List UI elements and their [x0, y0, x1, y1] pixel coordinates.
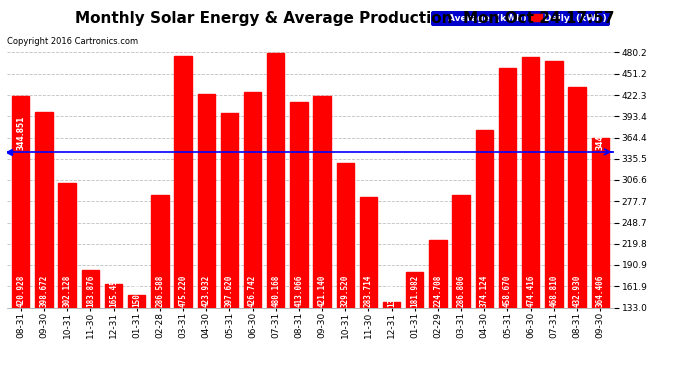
- Text: 413.066: 413.066: [295, 274, 304, 307]
- Bar: [35, 112, 52, 308]
- Text: 426.742: 426.742: [248, 274, 257, 307]
- Text: 475.220: 475.220: [179, 274, 188, 307]
- Bar: [569, 87, 586, 308]
- Text: 183.876: 183.876: [86, 274, 95, 307]
- Text: 458.670: 458.670: [503, 274, 512, 307]
- Text: 480.168: 480.168: [271, 274, 280, 307]
- Text: 139.816: 139.816: [387, 274, 396, 307]
- Bar: [290, 102, 308, 308]
- Bar: [475, 130, 493, 308]
- Text: 165.452: 165.452: [109, 274, 118, 307]
- Text: 421.140: 421.140: [317, 274, 326, 307]
- Text: 344.851: 344.851: [17, 116, 26, 150]
- Text: 150.692: 150.692: [132, 274, 141, 307]
- Bar: [499, 68, 516, 308]
- Legend: Average  (kWh), Daily  (kWh): Average (kWh), Daily (kWh): [431, 11, 609, 26]
- Text: Monthly Solar Energy & Average Production  Mon Oct 24 17:57: Monthly Solar Energy & Average Productio…: [75, 11, 615, 26]
- Text: 283.714: 283.714: [364, 274, 373, 307]
- Text: 432.930: 432.930: [573, 274, 582, 307]
- Bar: [151, 195, 168, 308]
- Text: 329.520: 329.520: [341, 274, 350, 307]
- Bar: [359, 197, 377, 308]
- Text: 224.708: 224.708: [433, 274, 442, 307]
- Text: 286.806: 286.806: [457, 274, 466, 307]
- Bar: [105, 284, 122, 308]
- Bar: [59, 183, 76, 308]
- Text: 397.620: 397.620: [225, 274, 234, 307]
- Bar: [383, 303, 400, 307]
- Text: 344.851: 344.851: [595, 116, 604, 150]
- Bar: [453, 195, 470, 308]
- Text: 420.928: 420.928: [17, 274, 26, 307]
- Text: 181.982: 181.982: [411, 274, 420, 307]
- Bar: [429, 240, 446, 308]
- Text: 423.932: 423.932: [201, 274, 210, 307]
- Bar: [267, 53, 284, 308]
- Bar: [128, 294, 146, 307]
- Text: 302.128: 302.128: [63, 274, 72, 307]
- Bar: [81, 270, 99, 308]
- Bar: [244, 92, 262, 308]
- Text: 468.810: 468.810: [549, 274, 558, 307]
- Bar: [197, 94, 215, 308]
- Text: Copyright 2016 Cartronics.com: Copyright 2016 Cartronics.com: [7, 38, 138, 46]
- Text: 364.406: 364.406: [595, 274, 604, 307]
- Bar: [221, 113, 238, 308]
- Text: 286.588: 286.588: [155, 274, 164, 307]
- Bar: [545, 61, 562, 308]
- Bar: [175, 56, 192, 308]
- Bar: [591, 138, 609, 308]
- Text: 374.124: 374.124: [480, 274, 489, 307]
- Text: 398.672: 398.672: [39, 274, 48, 307]
- Bar: [12, 96, 30, 308]
- Bar: [406, 272, 424, 308]
- Bar: [522, 57, 540, 308]
- Text: 474.416: 474.416: [526, 274, 535, 307]
- Bar: [337, 163, 354, 308]
- Bar: [313, 96, 331, 308]
